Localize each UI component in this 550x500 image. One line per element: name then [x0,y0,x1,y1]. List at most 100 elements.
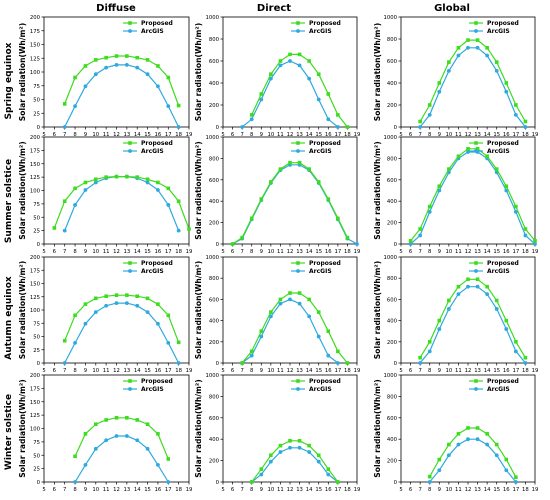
x-tick-label: 10 [92,132,99,138]
x-tick-label: 8 [73,368,77,374]
data-point-proposed [93,296,98,301]
data-point-proposed [485,284,489,289]
y-tick-label: 600 [387,416,398,422]
data-point-proposed [475,38,480,42]
data-point-proposed [240,235,244,240]
x-tick-label: 8 [73,487,77,493]
x-tick-label: 10 [92,249,99,255]
data-point-arcgis [62,125,67,129]
row-title-autumn: Autumn equinox [4,276,14,360]
x-tick-label: 13 [296,132,303,138]
x-tick-label: 16 [325,487,332,493]
x-tick-label: 5 [42,368,45,374]
data-point-proposed [336,216,340,221]
series-line-arcgis [429,438,517,483]
x-tick-label: 8 [428,249,432,255]
x-tick-label: 18 [344,487,351,493]
data-point-proposed [83,302,88,306]
data-point-proposed [307,59,311,63]
x-tick-label: 16 [155,487,162,493]
x-tick-label: 12 [113,249,120,255]
x-tick-label: 5 [399,487,402,493]
x-tick-label: 10 [92,368,99,374]
data-point-proposed [187,227,191,231]
data-point-proposed [104,175,108,179]
x-tick-label: 12 [287,487,294,493]
data-point-arcgis [427,210,432,214]
y-tick-label: 1000 [206,135,220,141]
axes-frame [43,16,190,128]
y-tick-label: 175 [30,386,40,392]
data-point-proposed [93,422,98,427]
panel-2-1: 0 200 400 600 800 1000 5 6 7 8 9 10 11 12 13 14 15 16 17 18… [194,255,360,374]
legend-marker-proposed [296,261,300,265]
x-tick-label: 10 [267,132,274,138]
x-tick-label: 17 [165,487,172,493]
data-point-arcgis [466,150,470,154]
y-tick-label: 75 [33,440,40,446]
data-point-arcgis [504,468,509,473]
data-point-arcgis [145,72,150,77]
data-point-proposed [288,439,292,443]
x-tick-label: 11 [103,132,110,138]
series-line-proposed [241,292,348,364]
axes-frame [222,136,358,245]
x-tick-label: 10 [267,249,274,255]
data-point-proposed [307,297,311,302]
data-point-proposed [494,442,499,447]
y-tick-label: 200 [209,221,220,227]
x-tick-label: 19 [532,132,539,138]
x-tick-label: 14 [134,487,141,493]
x-tick-label: 12 [465,487,472,493]
data-point-proposed [475,277,480,282]
x-tick-label: 9 [438,368,441,374]
y-tick-label: 200 [387,103,398,109]
x-tick-label: 6 [231,249,235,255]
x-tick-label: 8 [428,132,432,138]
data-point-arcgis [62,361,67,365]
data-point-proposed [326,467,331,471]
y-tick-label: 100 [30,189,41,195]
column-title-global: Global [434,3,470,14]
data-point-arcgis [437,89,442,94]
y-tick-label: 1000 [384,373,398,379]
data-point-arcgis [456,53,461,58]
axes-frame [222,256,358,364]
x-tick-label: 18 [344,249,351,255]
y-tick-label: 125 [30,295,40,301]
data-point-arcgis [446,453,451,458]
data-point-proposed [447,298,451,303]
x-tick-label: 6 [409,132,413,138]
data-point-arcgis [93,446,98,451]
y-axis-label: Solar radiation(Wh/m²) [373,379,382,477]
x-tick-label: 9 [84,132,87,138]
data-point-arcgis [104,438,109,443]
y-tick-label: 125 [30,175,40,181]
x-tick-label: 15 [315,487,322,493]
legend-marker-proposed [128,141,132,145]
x-tick-label: 15 [315,249,322,255]
x-tick-label: 9 [260,368,263,374]
x-tick-label: 18 [175,487,182,493]
data-point-proposed [475,146,480,151]
data-point-proposed [316,310,321,314]
x-tick-label: 17 [334,132,341,138]
x-tick-label: 17 [165,132,172,138]
legend-label-proposed: Proposed [141,140,173,147]
data-point-proposed [297,291,302,295]
y-tick-label: 400 [387,319,398,325]
x-tick-label: 13 [296,487,303,493]
legend-label-arcgis: ArcGIS [487,28,510,35]
x-tick-label: 13 [123,487,130,493]
data-point-arcgis [297,445,302,450]
x-tick-label: 9 [260,487,263,493]
x-tick-label: 11 [277,132,284,138]
data-point-proposed [145,177,150,182]
y-axis-label: Solar radiation(Wh/m²) [18,141,27,239]
x-tick-label: 15 [493,249,500,255]
y-tick-label: 125 [30,413,40,419]
x-tick-label: 7 [418,249,421,255]
x-tick-label: 11 [277,368,284,374]
